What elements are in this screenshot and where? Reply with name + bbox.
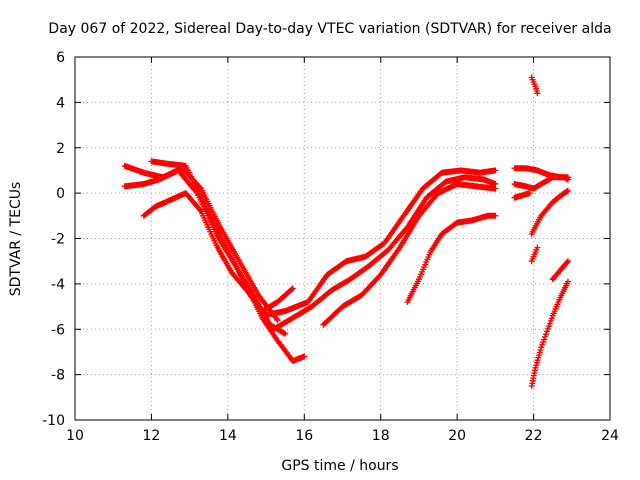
marker-path (320, 181, 499, 328)
y-tick-label: -10 (42, 413, 65, 429)
y-tick-label: 2 (56, 141, 65, 157)
y-tick-label: 6 (56, 50, 65, 66)
series-arc-15 (549, 258, 571, 283)
series-arc-14 (528, 187, 571, 237)
x-tick-label: 14 (219, 428, 237, 444)
series-arc-11 (511, 190, 533, 201)
marker-path (549, 258, 571, 283)
x-tick-label: 22 (525, 428, 543, 444)
series-arc-12 (528, 74, 541, 97)
series-arc-7 (320, 181, 499, 328)
marker-path (404, 212, 499, 305)
marker-path (511, 174, 571, 192)
y-tick-label: -2 (51, 232, 65, 248)
x-tick-label: 12 (143, 428, 161, 444)
x-axis-label: GPS time / hours (281, 458, 398, 474)
y-tick-label: -6 (51, 322, 65, 338)
marker-path (528, 187, 571, 237)
y-tick-label: 4 (56, 95, 65, 111)
marker-path (140, 190, 296, 315)
marker-path (259, 167, 499, 319)
series-arc-13 (528, 244, 541, 265)
x-tick-label: 20 (448, 428, 466, 444)
series-arc-16 (528, 278, 571, 389)
marker-path (528, 244, 541, 265)
x-tick-label: 18 (372, 428, 390, 444)
marker-path (528, 278, 571, 389)
marker-path (528, 74, 541, 97)
series-arc-8 (404, 212, 499, 305)
data-points (121, 74, 571, 389)
marker-path (270, 174, 499, 333)
series-arc-5 (259, 167, 499, 319)
marker-path (511, 190, 533, 201)
x-tick-label: 10 (66, 428, 84, 444)
y-tick-label: -8 (51, 368, 65, 384)
x-tick-label: 24 (601, 428, 619, 444)
series-arc-4 (140, 190, 296, 315)
series-arc-6 (270, 174, 499, 333)
chart-title: Day 067 of 2022, Sidereal Day-to-day VTE… (48, 21, 611, 37)
y-tick-label: -4 (51, 277, 65, 293)
grid-lines (75, 57, 610, 420)
y-axis-label: SDTVAR / TECUs (8, 182, 24, 297)
series-arc-10 (511, 174, 571, 192)
x-tick-label: 16 (295, 428, 313, 444)
y-tick-label: 0 (56, 186, 65, 202)
